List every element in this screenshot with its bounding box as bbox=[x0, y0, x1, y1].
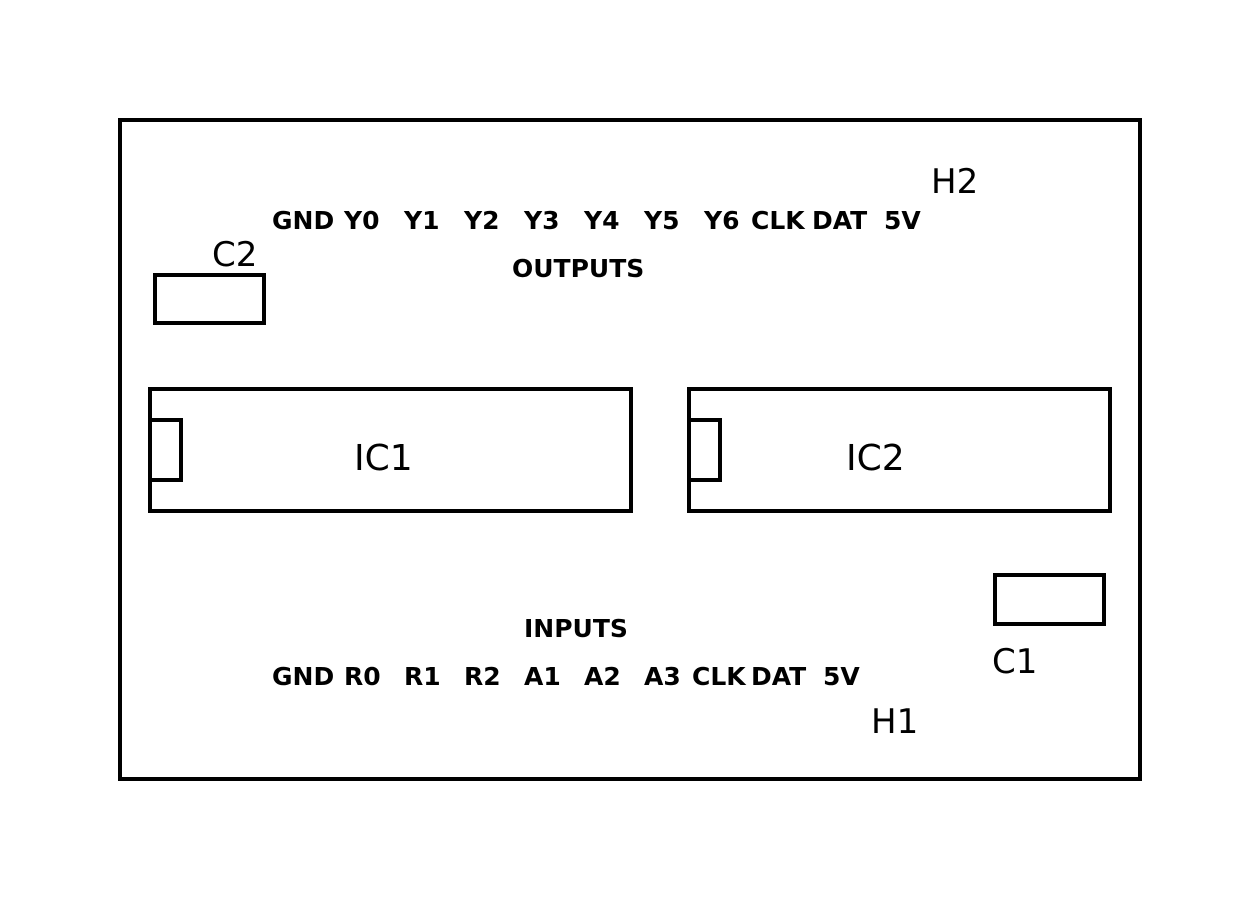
input-pin-r2: R2 bbox=[464, 662, 501, 691]
header-h2-label: H2 bbox=[931, 162, 978, 202]
output-pin-labels: GND Y0 Y1 Y2 Y3 Y4 Y5 Y6 CLK DAT 5V bbox=[272, 206, 921, 235]
output-pin-y2: Y2 bbox=[463, 206, 500, 235]
input-pin-r1: R1 bbox=[404, 662, 441, 691]
input-pin-5v: 5V bbox=[823, 662, 860, 691]
output-pin-y6: Y6 bbox=[703, 206, 740, 235]
ic2-label: IC2 bbox=[846, 438, 905, 479]
board-outline bbox=[118, 118, 1142, 781]
capacitor-c1-label: C1 bbox=[992, 642, 1037, 682]
output-pin-dat: DAT bbox=[812, 206, 867, 235]
capacitor-c2-outline bbox=[153, 273, 266, 325]
output-pin-5v: 5V bbox=[884, 206, 921, 235]
input-pin-gnd: GND bbox=[272, 662, 334, 691]
header-h1-label: H1 bbox=[871, 702, 918, 742]
input-pin-clk: CLK bbox=[692, 662, 747, 691]
outputs-title: OUTPUTS bbox=[512, 254, 644, 283]
input-pin-r0: R0 bbox=[344, 662, 381, 691]
output-pin-gnd: GND bbox=[272, 206, 334, 235]
ic1-notch bbox=[148, 418, 183, 482]
ic2-notch bbox=[687, 418, 722, 482]
output-pin-y0: Y0 bbox=[343, 206, 380, 235]
input-pin-dat: DAT bbox=[751, 662, 806, 691]
inputs-title: INPUTS bbox=[524, 614, 628, 643]
output-pin-clk: CLK bbox=[751, 206, 806, 235]
output-pin-y5: Y5 bbox=[643, 206, 680, 235]
capacitor-c2-label: C2 bbox=[212, 235, 257, 275]
input-pin-labels: GND R0 R1 R2 A1 A2 A3 CLK DAT 5V bbox=[272, 662, 860, 691]
input-pin-a3: A3 bbox=[644, 662, 681, 691]
capacitor-c1-outline bbox=[993, 573, 1106, 626]
ic1-label: IC1 bbox=[354, 438, 413, 479]
output-pin-y3: Y3 bbox=[523, 206, 560, 235]
output-pin-y1: Y1 bbox=[403, 206, 440, 235]
output-pin-y4: Y4 bbox=[583, 206, 620, 235]
input-pin-a1: A1 bbox=[524, 662, 561, 691]
input-pin-a2: A2 bbox=[584, 662, 621, 691]
